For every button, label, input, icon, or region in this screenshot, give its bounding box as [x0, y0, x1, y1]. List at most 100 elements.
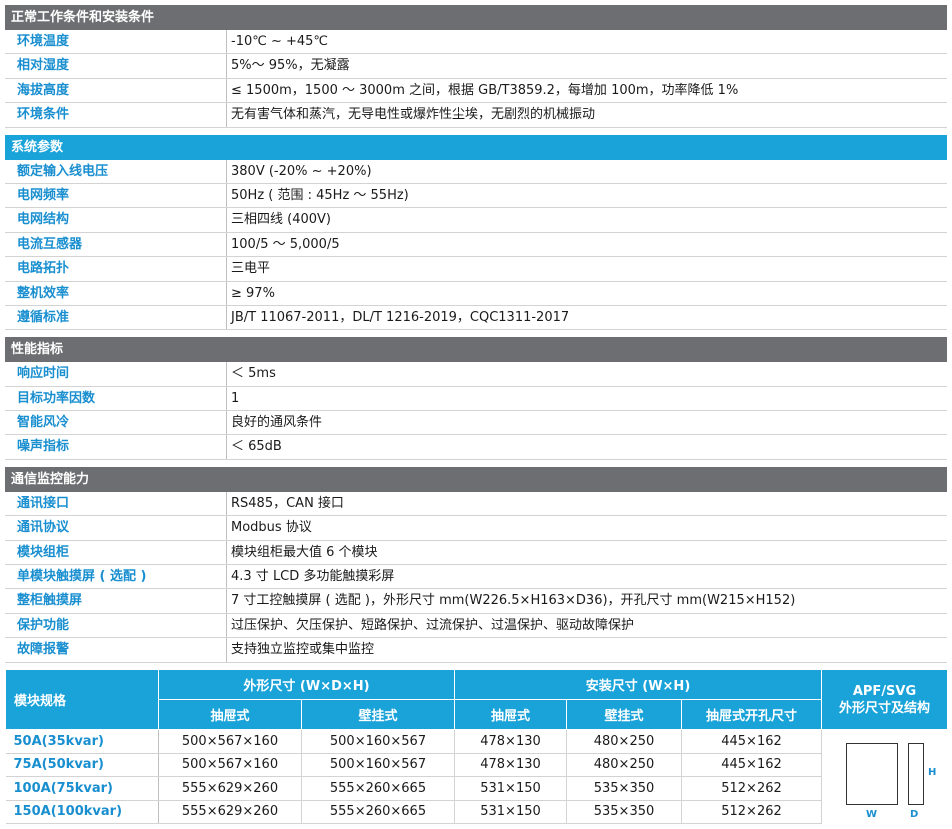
- spec-key: 海拔高度: [5, 78, 227, 103]
- spec-value: JB/T 11067-2011，DL/T 1216-2019，CQC1311-2…: [231, 309, 570, 325]
- spec-key: 目标功率因数: [5, 386, 227, 411]
- table-cell: 512×262: [681, 800, 822, 824]
- spec-row: 环境温度 -10℃ ~ +45℃: [5, 30, 947, 55]
- spec-key: 整机效率: [5, 281, 227, 305]
- width-label: W: [866, 809, 878, 820]
- spec-key: 模块组柜: [5, 540, 227, 565]
- spec-key: 整柜触摸屏: [5, 589, 227, 613]
- spec-key: 单模块触摸屏 ( 选配 ): [5, 565, 227, 589]
- spec-row: 保护功能 过压保护、欠压保护、短路保护、过流保护、过温保护、驱动故障保护: [5, 613, 947, 639]
- spec-row: 响应时间＜ 5ms: [5, 362, 947, 387]
- section-header-working-conditions: 正常工作条件和安装条件: [5, 5, 947, 30]
- spec-value: ＜ 5ms: [231, 366, 276, 382]
- table-cell: 478×130: [454, 729, 567, 754]
- front-view-outline: [846, 743, 898, 805]
- table-cell: 478×130: [454, 753, 567, 777]
- table-cell: 555×629×260: [158, 776, 302, 801]
- sub-header: 壁挂式: [301, 699, 455, 730]
- model-name: 75A(50kvar): [5, 753, 159, 777]
- sub-header: 抽屉式开孔尺寸: [681, 699, 822, 730]
- model-name: 50A(35kvar): [5, 729, 159, 754]
- model-name: 100A(75kvar): [5, 776, 159, 801]
- spec-value: 支持独立监控或集中监控: [231, 642, 375, 658]
- table-cell: 555×260×665: [301, 776, 455, 801]
- spec-value: RS485，CAN 接口: [231, 495, 344, 511]
- table-cell: 445×162: [681, 753, 822, 777]
- spec-key: 噪声指标: [5, 435, 227, 459]
- spec-key: 通讯协议: [5, 516, 227, 540]
- spec-row: 智能风冷 良好的通风条件: [5, 411, 947, 436]
- spec-key: 电网结构: [5, 208, 227, 232]
- spec-key: 相对湿度: [5, 54, 227, 78]
- spec-row: 目标功率因数 1: [5, 386, 947, 412]
- spec-value: 模块组柜最大值 6 个模块: [231, 544, 378, 560]
- table-cell: 480×250: [566, 753, 682, 777]
- section-header-performance: 性能指标: [5, 337, 947, 363]
- spec-value: -10℃ ~ +45℃: [231, 34, 329, 49]
- spec-row: 故障报警 支持独立监控或集中监控: [5, 638, 947, 663]
- spec-key: 电网频率: [5, 183, 227, 208]
- spec-key: 电路拓扑: [5, 257, 227, 281]
- spec-key: 通讯接口: [5, 491, 227, 516]
- spec-value: ≤ 1500m，1500 ～ 3000m 之间，根据 GB/T3859.2，每增…: [231, 82, 739, 98]
- table-cell: 480×250: [566, 729, 682, 754]
- table-cell: 535×350: [566, 776, 682, 801]
- spec-key: 响应时间: [5, 362, 227, 386]
- model-name: 150A(100kvar): [5, 800, 159, 824]
- side-view-outline: [908, 743, 924, 805]
- spec-row: 整机效率 ≥ 97%: [5, 281, 947, 306]
- spec-value: 1: [231, 390, 240, 406]
- table-row: 100A(75kvar) 555×629×260 555×260×665 531…: [5, 776, 948, 801]
- spec-value: 7 寸工控触摸屏 ( 选配 )，外形尺寸 mm(W226.5×H163×D36)…: [231, 593, 796, 609]
- height-label: H: [928, 767, 937, 778]
- spec-key: 智能风冷: [5, 411, 227, 435]
- section-header-system-params: 系统参数: [5, 134, 947, 160]
- spec-row: 单模块触摸屏 ( 选配 ) 4.3 寸 LCD 多功能触摸彩屏: [5, 565, 947, 590]
- spec-row: 电路拓扑 三电平: [5, 257, 947, 282]
- spec-row: 遵循标准 JB/T 11067-2011，DL/T 1216-2019，CQC13…: [5, 305, 947, 331]
- spec-value: 过压保护、欠压保护、短路保护、过流保护、过温保护、驱动故障保护: [231, 617, 635, 633]
- spec-key: 遵循标准: [5, 305, 227, 330]
- table-cell: 445×162: [681, 729, 822, 754]
- sub-header: 抽屉式: [158, 699, 302, 730]
- spec-value: 三相四线 (400V): [231, 212, 331, 228]
- spec-value: 100/5 ～ 5,000/5: [231, 236, 340, 252]
- table-cell: 512×262: [681, 776, 822, 801]
- table-cell: 535×350: [566, 800, 682, 824]
- spec-value: 良好的通风条件: [231, 415, 323, 431]
- spec-value: 三电平: [231, 261, 271, 277]
- structure-drawing: W D H: [821, 729, 948, 824]
- spec-value: 无有害气体和蒸汽，无导电性或爆炸性尘埃，无剧烈的机械振动: [231, 107, 596, 123]
- spec-key: 保护功能: [5, 613, 227, 638]
- model-spec-header: 模块规格: [5, 669, 159, 730]
- section-header-communication: 通信监控能力: [5, 466, 947, 492]
- spec-row: 通讯接口 RS485，CAN 接口: [5, 491, 947, 517]
- depth-label: D: [910, 809, 919, 820]
- outer-size-header: 外形尺寸 (W×D×H): [158, 669, 455, 700]
- spec-row: 通讯协议 Modbus 协议: [5, 516, 947, 541]
- table-cell: 555×629×260: [158, 800, 302, 824]
- spec-value: 4.3 寸 LCD 多功能触摸彩屏: [231, 569, 395, 585]
- table-row: 150A(100kvar) 555×629×260 555×260×665 53…: [5, 800, 948, 824]
- spec-row: 电网频率 50Hz ( 范围 : 45Hz ～ 55Hz): [5, 183, 947, 209]
- spec-row: 额定输入线电压 380V (-20% ~ +20%): [5, 159, 947, 184]
- spec-key: 环境条件: [5, 103, 227, 127]
- table-row: 75A(50kvar) 500×567×160 500×160×567 478×…: [5, 753, 948, 777]
- spec-row: 电流互感器 100/5 ～ 5,000/5: [5, 232, 947, 258]
- spec-row: 环境条件 无有害气体和蒸汽，无导电性或爆炸性尘埃，无剧烈的机械振动: [5, 103, 947, 128]
- spec-row: 整柜触摸屏 7 寸工控触摸屏 ( 选配 )，外形尺寸 mm(W226.5×H163…: [5, 589, 947, 614]
- spec-key: 电流互感器: [5, 232, 227, 257]
- table-cell: 531×150: [454, 776, 567, 801]
- spec-key: 故障报警: [5, 638, 227, 662]
- table-cell: 500×567×160: [158, 753, 302, 777]
- spec-row: 海拔高度 ≤ 1500m，1500 ～ 3000m 之间，根据 GB/T3859.…: [5, 78, 947, 104]
- sub-header: 壁挂式: [566, 699, 682, 730]
- spec-key: 环境温度: [5, 30, 227, 54]
- spec-key: 额定输入线电压: [5, 159, 227, 183]
- spec-row: 相对湿度 5%～ 95%，无凝露: [5, 54, 947, 79]
- table-cell: 555×260×665: [301, 800, 455, 824]
- spec-value: 50Hz ( 范围 : 45Hz ～ 55Hz): [231, 187, 409, 203]
- install-size-header: 安装尺寸 (W×H): [454, 669, 822, 700]
- table-cell: 500×160×567: [301, 753, 455, 777]
- spec-row: 电网结构 三相四线 (400V): [5, 208, 947, 233]
